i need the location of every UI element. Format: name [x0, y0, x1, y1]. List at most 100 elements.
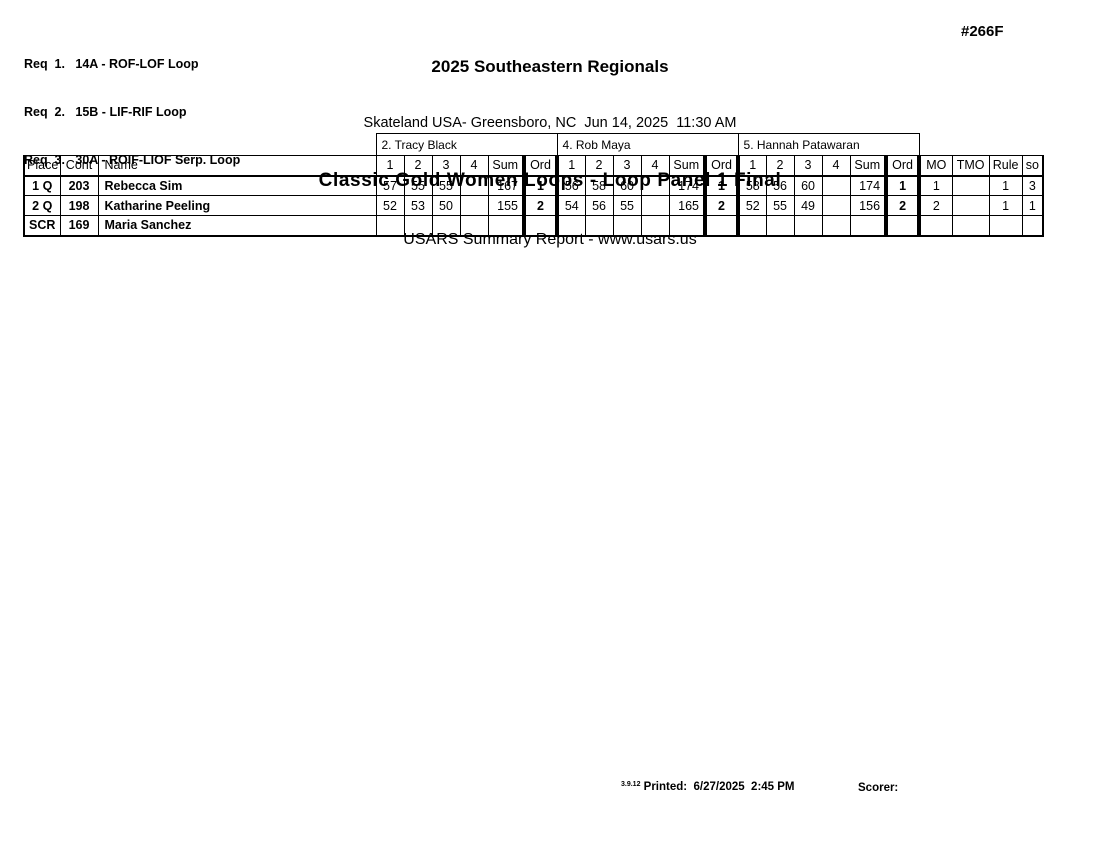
ord-cell: 2 — [703, 195, 741, 216]
header-score: 2 — [765, 155, 795, 177]
skater-name-cell: Katharine Peeling — [97, 195, 377, 216]
score-cell: 52 — [375, 195, 405, 216]
competition-title: 2025 Southeastern Regionals — [431, 57, 669, 76]
score-cell — [765, 215, 795, 237]
footnote-superscript: 3.9.12 — [621, 781, 641, 788]
score-cell — [737, 215, 767, 237]
judge-header-row: 2. Tracy Black 4. Rob Maya 5. Hannah Pat… — [24, 133, 1044, 156]
score-cell — [375, 215, 405, 237]
results-table: 2. Tracy Black 4. Rob Maya 5. Hannah Pat… — [23, 133, 1045, 237]
header-sum: Sum — [849, 155, 887, 177]
sum-cell: 174 — [668, 175, 706, 196]
rule-cell: 1 — [988, 175, 1023, 196]
score-cell — [640, 175, 670, 196]
ord-cell — [521, 215, 560, 237]
header-score: 1 — [737, 155, 767, 177]
header-rule: Rule — [988, 155, 1023, 177]
header-score: 4 — [640, 155, 670, 177]
header-mo: MO — [918, 155, 953, 177]
table-row: 2 Q 198 Katharine Peeling 52 53 50 155 2… — [23, 195, 1045, 216]
score-cell: 56 — [584, 195, 614, 216]
spacer-cell — [919, 133, 1044, 156]
score-cell: 60 — [612, 175, 642, 196]
ord-cell — [884, 215, 922, 237]
score-cell: 54 — [556, 195, 586, 216]
header-tmo: TMO — [951, 155, 990, 177]
score-cell: 60 — [793, 175, 823, 196]
header-ord: Ord — [884, 155, 922, 177]
header-score: 1 — [556, 155, 586, 177]
cont-cell: 169 — [59, 215, 99, 237]
printed-label: Printed: 6/27/2025 2:45 PM — [640, 781, 795, 793]
header-score: 3 — [612, 155, 642, 177]
header-score: 2 — [403, 155, 433, 177]
skater-name-cell: Maria Sanchez — [97, 215, 377, 237]
spacer-cell — [24, 133, 376, 156]
sum-cell: 155 — [487, 195, 525, 216]
sum-cell: 174 — [849, 175, 887, 196]
mo-cell: 2 — [918, 195, 953, 216]
requirement-line: Req 2. 15B - LIF-RIF Loop — [24, 105, 187, 119]
header-so: so — [1021, 155, 1045, 177]
score-cell — [821, 175, 851, 196]
score-cell — [459, 175, 489, 196]
place-cell: SCR — [23, 215, 61, 237]
header-score: 4 — [459, 155, 489, 177]
score-cell — [793, 215, 823, 237]
score-cell: 57 — [375, 175, 405, 196]
cont-cell: 203 — [59, 175, 99, 196]
place-cell: 2 Q — [23, 195, 61, 216]
header-score: 4 — [821, 155, 851, 177]
competition-number: #266F — [961, 23, 1004, 40]
ord-cell: 1 — [703, 175, 741, 196]
score-cell: 50 — [431, 195, 461, 216]
skater-name-cell: Rebecca Sim — [97, 175, 377, 196]
ord-cell: 1 — [521, 175, 560, 196]
ord-cell: 1 — [884, 175, 922, 196]
mo-cell: 1 — [918, 175, 953, 196]
score-cell — [459, 195, 489, 216]
rule-cell — [988, 215, 1023, 237]
tmo-cell — [951, 175, 990, 196]
score-cell — [821, 195, 851, 216]
so-cell: 1 — [1021, 195, 1045, 216]
tmo-cell — [951, 215, 990, 237]
score-cell — [403, 215, 433, 237]
score-cell — [584, 215, 614, 237]
ord-cell — [703, 215, 741, 237]
score-cell — [821, 215, 851, 237]
header-score: 2 — [584, 155, 614, 177]
judge-name-1: 2. Tracy Black — [375, 133, 558, 156]
score-cell: 58 — [584, 175, 614, 196]
printed-timestamp: 3.9.12 Printed: 6/27/2025 2:45 PM — [621, 781, 795, 793]
results-table-container: 2. Tracy Black 4. Rob Maya 5. Hannah Pat… — [23, 133, 1045, 237]
score-cell — [431, 215, 461, 237]
header-name: Name — [97, 155, 377, 177]
header-place: Place — [23, 155, 61, 177]
header-cont: Cont — [59, 155, 99, 177]
header-score: 3 — [793, 155, 823, 177]
score-cell — [612, 215, 642, 237]
cont-cell: 198 — [59, 195, 99, 216]
sum-cell: 165 — [668, 195, 706, 216]
venue-date-line: Skateland USA- Greensboro, NC Jun 14, 20… — [363, 115, 737, 131]
sum-cell: 156 — [849, 195, 887, 216]
score-cell: 56 — [765, 175, 795, 196]
score-cell: 52 — [737, 195, 767, 216]
score-cell — [640, 215, 670, 237]
header-sum: Sum — [487, 155, 525, 177]
score-cell: 53 — [403, 195, 433, 216]
score-cell: 56 — [556, 175, 586, 196]
judge-name-2: 4. Rob Maya — [556, 133, 739, 156]
header-score: 1 — [375, 155, 405, 177]
score-cell — [556, 215, 586, 237]
score-cell: 55 — [403, 175, 433, 196]
score-cell: 55 — [431, 175, 461, 196]
judge-name-3: 5. Hannah Patawaran — [737, 133, 920, 156]
sum-cell: 167 — [487, 175, 525, 196]
requirement-line: Req 1. 14A - ROF-LOF Loop — [24, 57, 199, 71]
ord-cell: 2 — [884, 195, 922, 216]
so-cell: 3 — [1021, 175, 1045, 196]
scorer-label: Scorer: — [858, 782, 899, 794]
